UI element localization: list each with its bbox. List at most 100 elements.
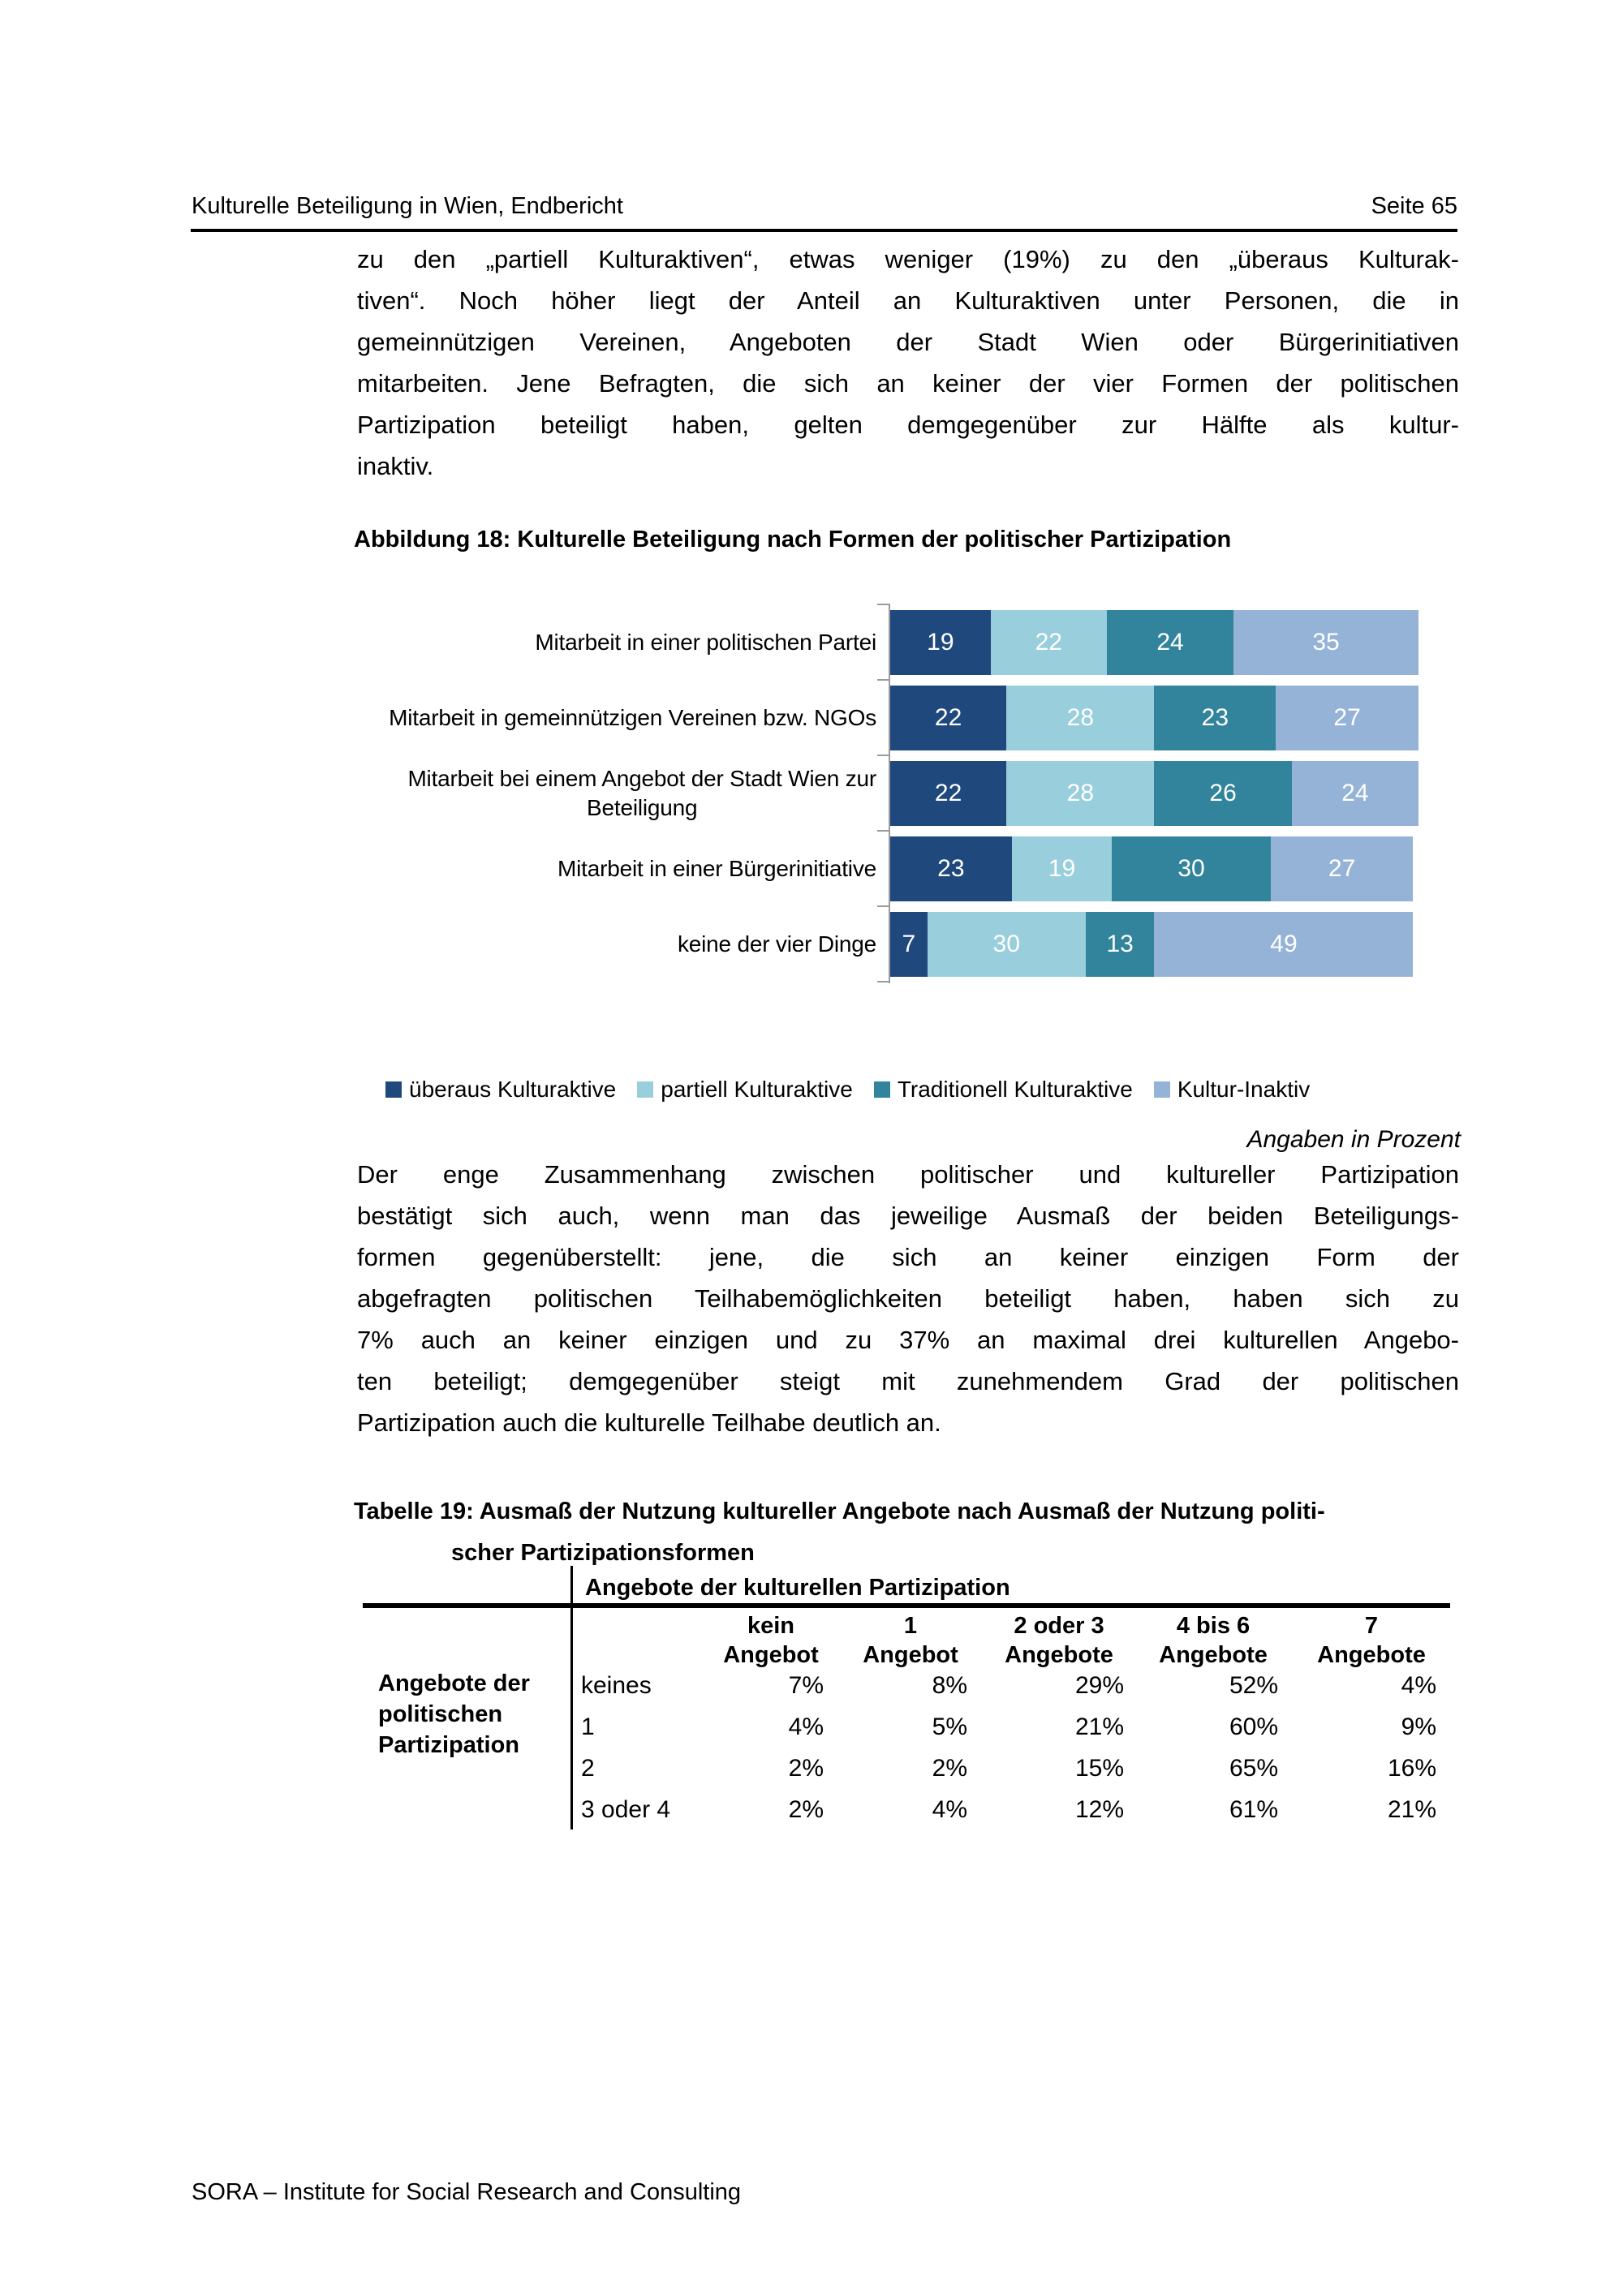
chart-segment: 27 — [1276, 685, 1419, 750]
chart-value-label: 7 — [902, 930, 916, 957]
legend-item: Traditionell Kulturaktive — [873, 1077, 1133, 1103]
table-cell: 9% — [1401, 1713, 1436, 1740]
table-column-header: 4 bis 6 Angebote — [1148, 1611, 1278, 1670]
table-cell: 2% — [788, 1796, 824, 1823]
chart-value-label: 30 — [1177, 854, 1205, 882]
figure-caption: Abbildung 18: Kulturelle Beteiligung nac… — [354, 527, 1232, 553]
chart-segment: 35 — [1233, 609, 1419, 675]
chart-value-label: 26 — [1209, 779, 1237, 806]
chart-segment: 26 — [1154, 760, 1292, 826]
table-cell: 2% — [788, 1755, 824, 1782]
table-column-header-line: Angebot — [863, 1642, 958, 1668]
chart-category-label-text: keine der vier Dinge — [678, 930, 876, 959]
paragraph-line: Partizipation beteiligt haben, gelten de… — [357, 411, 1459, 439]
chart-value-label: 22 — [1035, 628, 1062, 656]
chart-segment: 24 — [1106, 609, 1234, 675]
table-cell: 5% — [932, 1713, 967, 1740]
paragraph-line: tiven“. Noch höher liegt der Anteil an K… — [357, 286, 1459, 315]
paragraph-line: Der enge Zusammenhang zwischen politisch… — [357, 1160, 1459, 1189]
table-cell: 4% — [932, 1796, 967, 1823]
chart-category-label: Mitarbeit bei einem Angebot der Stadt Wi… — [407, 755, 876, 831]
chart-value-label: 19 — [927, 628, 954, 656]
paragraph-line: zu den „partiell Kulturaktiven“, etwas w… — [357, 245, 1459, 273]
table-column-header-line: Angebot — [723, 1642, 819, 1668]
chart-axis-tick — [877, 905, 889, 907]
chart-category-label: Mitarbeit in einer politischen Partei — [535, 604, 876, 680]
table-column-header: 7 Angebote — [1307, 1611, 1436, 1670]
chart-category-label-line: Mitarbeit bei einem Angebot der Stadt Wi… — [407, 765, 876, 791]
table-cell: 15% — [1074, 1755, 1124, 1782]
chart-category-label: Mitarbeit in gemeinnützigen Vereinen bzw… — [389, 680, 876, 755]
chart-bar: 7 30 13 49 — [890, 911, 1419, 977]
chart-category-label-line: Mitarbeit in gemeinnützigen Vereinen bzw… — [389, 704, 876, 730]
table-cell: 16% — [1387, 1755, 1436, 1782]
paragraph-line: bestätigt sich auch, wenn man das jeweil… — [357, 1202, 1459, 1230]
table-row-label: 3 oder 4 — [581, 1796, 671, 1823]
legend-label: Traditionell Kulturaktive — [897, 1077, 1133, 1102]
paragraph-line: 7% auch an keiner einzigen und zu 37% an… — [357, 1326, 1459, 1354]
table-cell: 60% — [1229, 1713, 1278, 1740]
paragraph-line: Partizipation auch die kulturelle Teilha… — [357, 1408, 941, 1437]
legend-swatch — [385, 1081, 402, 1098]
chart-category-label-text: Mitarbeit in einer politischen Partei — [535, 628, 876, 657]
chart-segment: 23 — [890, 836, 1012, 901]
table-column-header-line: 4 bis 6 — [1176, 1613, 1251, 1639]
figure-note: Angaben in Prozent — [1246, 1126, 1461, 1153]
table-column-header-line: 7 — [1364, 1613, 1379, 1639]
chart-segment: 23 — [1154, 685, 1276, 750]
chart-value-label: 28 — [1066, 703, 1095, 731]
legend-label: partiell Kulturaktive — [661, 1077, 853, 1102]
table-cell: 21% — [1074, 1713, 1124, 1740]
legend-swatch — [873, 1081, 890, 1098]
chart-segment: 49 — [1154, 911, 1414, 977]
paragraph-line: gemeinnützigen Vereinen, Angeboten der S… — [357, 328, 1459, 356]
chart-axis-tick — [877, 755, 889, 756]
table-cell: 2% — [932, 1755, 967, 1782]
table-vertical-rule — [570, 1566, 573, 1829]
chart-value-label: 24 — [1341, 779, 1369, 806]
chart-segment: 7 — [890, 911, 928, 977]
legend-item: überaus Kulturaktive — [385, 1077, 616, 1103]
table-column-header-line: Angebote — [1159, 1642, 1268, 1668]
chart-segment: 22 — [890, 685, 1007, 750]
chart-value-label: 49 — [1270, 930, 1298, 957]
footer-text: SORA – Institute for Social Research and… — [192, 2179, 742, 2205]
table-top-rule — [363, 1603, 1450, 1608]
chart-segment: 22 — [890, 760, 1007, 826]
table-caption-line1: Tabelle 19: Ausmaß der Nutzung kulturell… — [354, 1498, 1325, 1524]
chart-axis-tick — [877, 981, 889, 982]
chart-value-label: 30 — [992, 930, 1020, 957]
table-cell: 21% — [1387, 1796, 1436, 1823]
chart-segment: 30 — [1112, 836, 1271, 901]
legend-swatch — [1153, 1081, 1170, 1098]
table-cell: 7% — [788, 1672, 824, 1699]
chart-value-label: 24 — [1156, 628, 1184, 656]
chart-value-label: 35 — [1312, 628, 1340, 656]
paragraph-line: ten beteiligt; demgegenüber steigt mit z… — [357, 1367, 1459, 1395]
chart-value-label: 19 — [1048, 854, 1076, 882]
chart-segment: 22 — [990, 609, 1107, 675]
table-row-group-header: Angebote der politischen Partizipation — [378, 1670, 530, 1758]
header-page-number: Seite 65 — [1371, 193, 1457, 219]
table-cell: 8% — [932, 1672, 967, 1699]
chart-segment: 30 — [927, 911, 1086, 977]
table-column-header: 2 oder 3 Angebote — [994, 1611, 1124, 1670]
paragraph-1: zu den „partiell Kulturaktiven“, etwas w… — [357, 239, 1459, 487]
paragraph-line: mitarbeiten. Jene Befragten, die sich an… — [357, 369, 1459, 398]
paragraph-2: Der enge Zusammenhang zwischen politisch… — [357, 1154, 1459, 1443]
chart-segment: 19 — [890, 609, 991, 675]
table-row-label: keines — [581, 1672, 652, 1699]
table-caption: Tabelle 19: Ausmaß der Nutzung kulturell… — [354, 1491, 1325, 1574]
chart-category-label-line: keine der vier Dinge — [677, 931, 876, 957]
chart-category-label-line: Mitarbeit in einer politischen Partei — [535, 629, 876, 655]
chart-segment: 28 — [1006, 760, 1155, 826]
chart-axis-line — [889, 604, 890, 983]
table-cell: 29% — [1074, 1672, 1124, 1699]
table-column-header: kein Angebot — [718, 1611, 824, 1670]
header-rule — [191, 229, 1457, 232]
table-column-header-line: Angebote — [1005, 1642, 1113, 1668]
chart-value-label: 28 — [1066, 779, 1095, 806]
table-cell: 4% — [1401, 1672, 1436, 1699]
chart-axis-tick — [877, 679, 889, 681]
